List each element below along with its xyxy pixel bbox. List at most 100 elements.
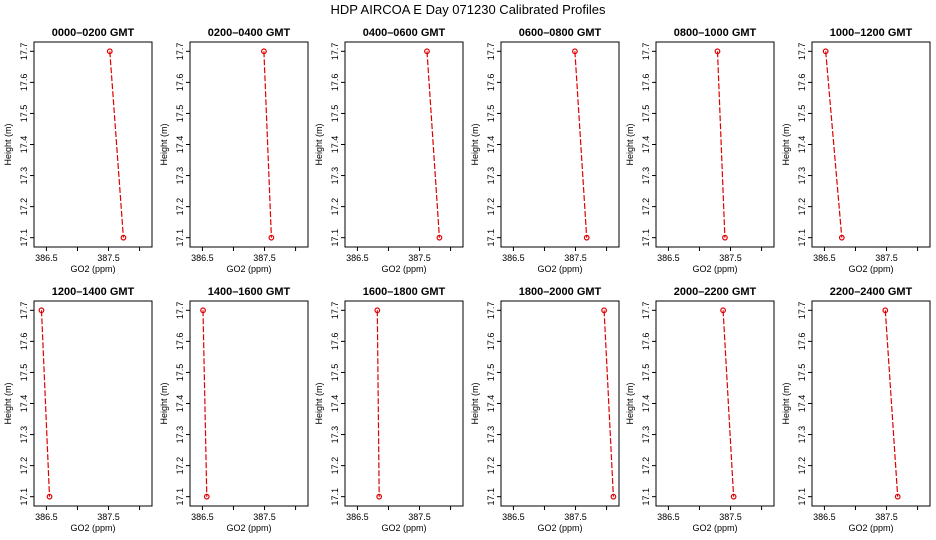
- y-tick-label: 17.6: [330, 74, 340, 92]
- y-tick-label: 17.2: [486, 198, 496, 216]
- y-axis-label: Height (m): [159, 382, 169, 424]
- y-tick-label: 17.5: [330, 105, 340, 123]
- series-line: [109, 51, 124, 238]
- y-axis-label: Height (m): [470, 123, 480, 165]
- x-tick-label: 386.5: [35, 512, 58, 522]
- plot-frame: [500, 300, 620, 507]
- x-axis-label: GO2 (ppm): [381, 264, 426, 274]
- y-tick-label: 17.1: [641, 488, 651, 506]
- data-point: [720, 307, 726, 314]
- y-tick-label: 17.2: [19, 457, 29, 475]
- y-tick-label: 17.3: [486, 426, 496, 444]
- data-point: [730, 493, 737, 500]
- y-tick-label: 17.1: [486, 229, 496, 247]
- data-point: [200, 307, 206, 314]
- x-axis-label: GO2 (ppm): [692, 264, 737, 274]
- y-tick-label: 17.2: [330, 457, 340, 475]
- y-tick-label: 17.2: [175, 457, 185, 475]
- y-tick-label: 17.6: [486, 333, 496, 351]
- x-tick-label: 387.5: [408, 253, 431, 263]
- y-tick-label: 17.4: [175, 136, 185, 154]
- y-tick-label: 17.5: [19, 364, 29, 382]
- y-tick-label: 17.4: [641, 395, 651, 413]
- y-tick-label: 17.3: [641, 426, 651, 444]
- panel-title: 1600–1800 GMT: [363, 286, 446, 298]
- y-tick-label: 17.7: [797, 43, 807, 61]
- plot-frame: [500, 41, 620, 248]
- data-point: [714, 48, 721, 55]
- series-line: [716, 51, 726, 238]
- y-tick-label: 17.4: [330, 395, 340, 413]
- data-point: [894, 493, 901, 500]
- x-tick-label: 386.5: [502, 512, 525, 522]
- series-line: [603, 310, 614, 497]
- y-tick-label: 17.4: [486, 395, 496, 413]
- y-tick-label: 17.7: [19, 302, 29, 320]
- y-tick-label: 17.1: [19, 488, 29, 506]
- series-line: [202, 310, 208, 497]
- data-point: [374, 307, 381, 314]
- y-tick-label: 17.1: [19, 229, 29, 247]
- y-axis-label: Height (m): [625, 123, 635, 165]
- data-point: [376, 493, 383, 500]
- x-tick-label: 387.5: [875, 512, 898, 522]
- panel-title: 2000–2200 GMT: [674, 286, 757, 298]
- y-tick-label: 17.1: [330, 488, 340, 506]
- x-tick-label: 387.5: [564, 512, 587, 522]
- plot-frame: [344, 300, 464, 507]
- y-axis-label: Height (m): [314, 382, 324, 424]
- series-line: [574, 51, 588, 238]
- y-tick-label: 17.1: [641, 229, 651, 247]
- series-line: [825, 51, 843, 238]
- y-axis-label: Height (m): [625, 382, 635, 424]
- y-axis-label: Height (m): [781, 123, 791, 165]
- y-tick-label: 17.1: [797, 488, 807, 506]
- x-axis-label: GO2 (ppm): [692, 523, 737, 533]
- series-line: [40, 310, 51, 497]
- data-point: [46, 493, 53, 500]
- data-point: [120, 234, 127, 241]
- y-tick-label: 17.1: [330, 229, 340, 247]
- x-tick-label: 387.5: [875, 253, 898, 263]
- data-point: [106, 48, 113, 55]
- y-tick-label: 17.7: [330, 43, 340, 61]
- y-tick-label: 17.4: [19, 395, 29, 413]
- panel-title: 1400–1600 GMT: [208, 286, 291, 298]
- y-tick-label: 17.7: [330, 302, 340, 320]
- x-tick-label: 386.5: [813, 512, 836, 522]
- y-tick-label: 17.6: [175, 74, 185, 92]
- panel-title: 0800–1000 GMT: [674, 27, 757, 39]
- x-tick-label: 386.5: [191, 253, 214, 263]
- data-point: [583, 234, 590, 241]
- y-tick-label: 17.3: [175, 167, 185, 185]
- y-tick-label: 17.3: [330, 426, 340, 444]
- y-tick-label: 17.3: [19, 167, 29, 185]
- series-line: [263, 51, 272, 238]
- x-tick-label: 387.5: [564, 253, 587, 263]
- y-tick-label: 17.1: [486, 488, 496, 506]
- panel-title: 1200–1400 GMT: [52, 286, 135, 298]
- data-point: [822, 48, 829, 55]
- y-tick-label: 17.2: [641, 198, 651, 216]
- y-tick-label: 17.6: [19, 74, 29, 92]
- panel-title: 0000–0200 GMT: [52, 27, 135, 39]
- x-axis-label: GO2 (ppm): [70, 264, 115, 274]
- y-tick-label: 17.4: [486, 136, 496, 154]
- x-axis-label: GO2 (ppm): [226, 523, 271, 533]
- plot-frame: [33, 41, 153, 248]
- x-tick-label: 386.5: [657, 253, 680, 263]
- data-point: [572, 48, 578, 55]
- x-tick-label: 387.5: [253, 512, 276, 522]
- data-point: [268, 234, 275, 241]
- y-tick-label: 17.4: [19, 136, 29, 154]
- y-tick-label: 17.4: [175, 395, 185, 413]
- x-tick-label: 387.5: [97, 512, 120, 522]
- x-axis-label: GO2 (ppm): [537, 523, 582, 533]
- plot-frame: [189, 300, 309, 507]
- y-tick-label: 17.1: [175, 229, 185, 247]
- x-tick-label: 386.5: [191, 512, 214, 522]
- panel-title: 0400–0600 GMT: [363, 27, 446, 39]
